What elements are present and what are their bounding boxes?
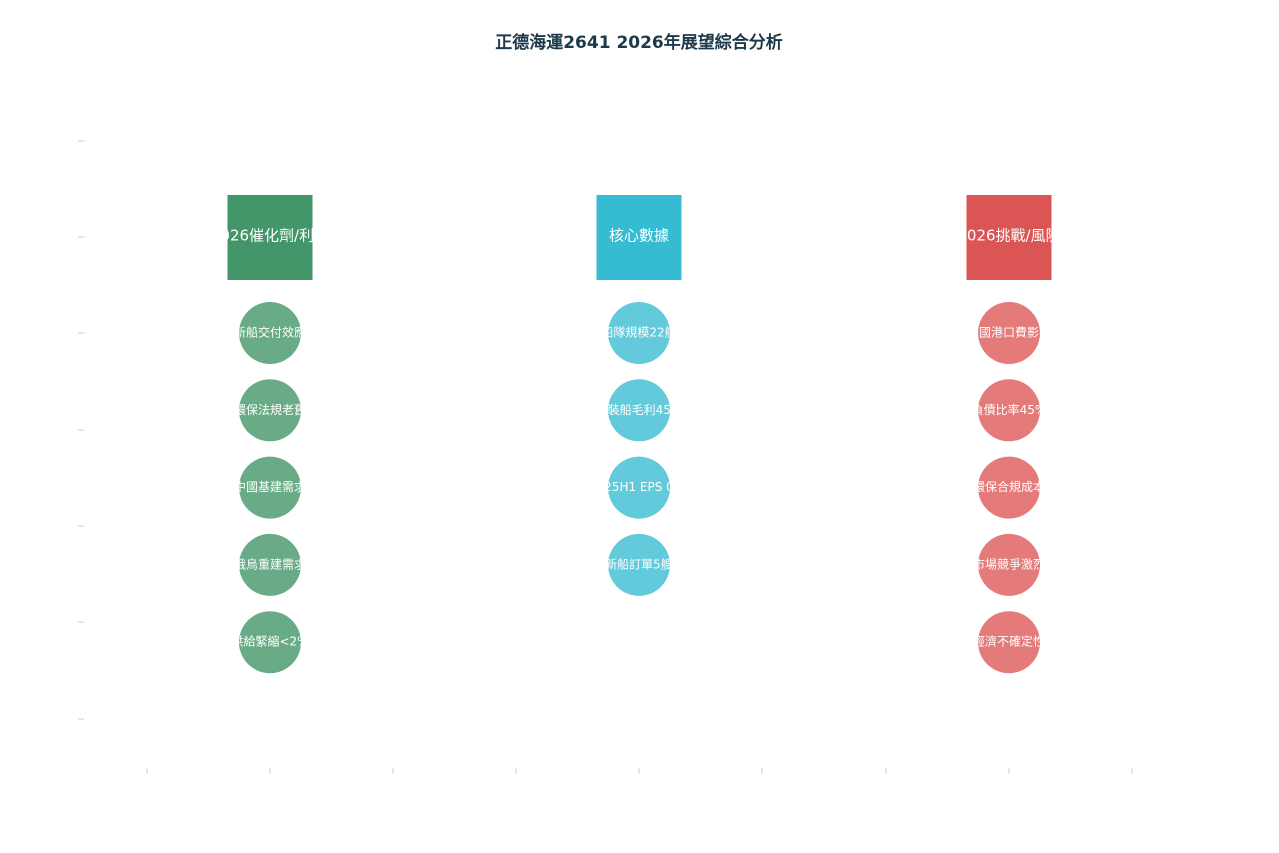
header-box [227,195,313,280]
item-label: 環保合規成本 [973,479,1045,494]
item-label: 25H1 EPS 0 [604,480,674,494]
item-node [239,379,301,442]
item-label: 船隊規模22艘 [601,325,676,340]
item-label: 負債比率45% [972,402,1047,417]
item-node [978,456,1040,519]
item-node [239,533,301,596]
item-node [608,456,670,519]
axis-ticks [78,140,1133,774]
item-label: 供給緊縮<2% [231,634,308,649]
item-label: 市場競爭激烈 [973,556,1045,571]
header-label: 2026催化劑/利多 [211,227,329,245]
item-node [978,533,1040,596]
title: 正德海運2641 2026年展望綜合分析 [495,32,783,53]
item-node [239,456,301,519]
item-node [608,533,670,596]
header-box [596,195,682,280]
item-label: 散裝船毛利45% [596,402,683,417]
item-label: 中國基建需求 [234,479,306,494]
header-label: 2026挑戰/風險 [957,227,1060,245]
item-label: 環保法規老舊 [234,402,306,417]
item-node [978,611,1040,674]
header-box [966,195,1052,280]
item-node [239,302,301,364]
item-label: 美國港口費影響 [967,325,1051,340]
item-label: 俄烏重建需求 [234,557,306,571]
item-node [608,302,670,364]
item-label: 新船交付效應 [234,325,306,340]
item-node [978,379,1040,442]
header-label: 核心數據 [609,227,669,245]
item-node [608,379,670,442]
item-node [239,611,301,674]
item-label: 新船訂單5艘 [605,556,673,571]
item-label: 經濟不確定性 [973,634,1045,649]
item-node [978,302,1040,364]
